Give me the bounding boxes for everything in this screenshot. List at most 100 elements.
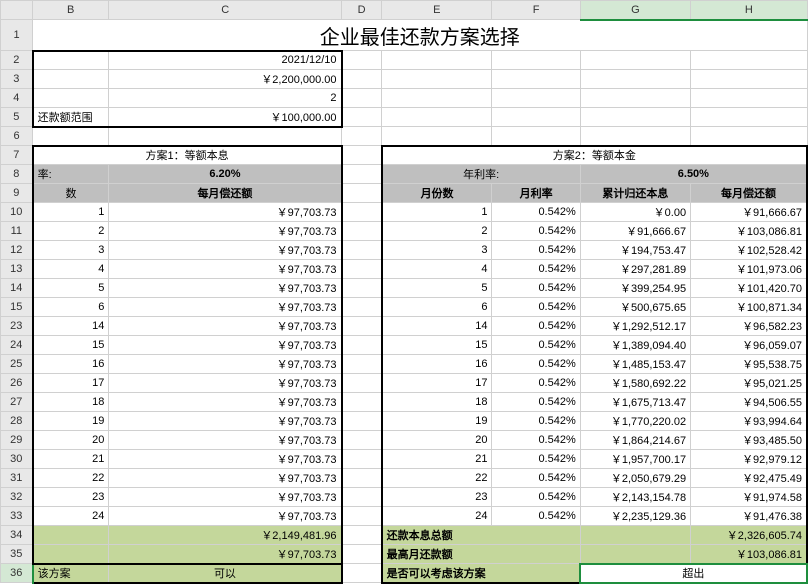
cell-g2[interactable] — [580, 51, 690, 70]
row-header-10[interactable]: 10 — [1, 203, 33, 222]
cell-b2[interactable] — [33, 51, 109, 70]
col-header-F[interactable]: F — [492, 1, 580, 20]
cell-e2[interactable] — [382, 51, 492, 70]
row-header-32[interactable]: 32 — [1, 488, 33, 507]
row-header-24[interactable]: 24 — [1, 336, 33, 355]
cell-d2[interactable] — [342, 51, 382, 70]
row-header-12[interactable]: 12 — [1, 241, 33, 260]
row-header-30[interactable]: 30 — [1, 450, 33, 469]
cell-empty-6-1[interactable] — [109, 127, 342, 146]
cell-empty-6-5[interactable] — [580, 127, 690, 146]
cell-f2[interactable] — [492, 51, 580, 70]
gap-11[interactable] — [342, 222, 382, 241]
row-header-11[interactable]: 11 — [1, 222, 33, 241]
row-header-4[interactable]: 4 — [1, 89, 33, 108]
gap-13[interactable] — [342, 260, 382, 279]
p2-rate-23: 0.542% — [492, 317, 580, 336]
row-header-25[interactable]: 25 — [1, 355, 33, 374]
gap-25[interactable] — [342, 355, 382, 374]
cell-g5[interactable] — [580, 108, 690, 127]
row-header-14[interactable]: 14 — [1, 279, 33, 298]
cell-e3[interactable] — [382, 70, 492, 89]
gap-26[interactable] — [342, 374, 382, 393]
gap-30[interactable] — [342, 450, 382, 469]
gap-32[interactable] — [342, 488, 382, 507]
cell-empty-6-6[interactable] — [691, 127, 807, 146]
row-header-2[interactable]: 2 — [1, 51, 33, 70]
cell-empty-6-2[interactable] — [342, 127, 382, 146]
col-header-C[interactable]: C — [109, 1, 342, 20]
cell-d7[interactable] — [342, 146, 382, 165]
gap-35[interactable] — [342, 545, 382, 564]
col-header-corner[interactable] — [1, 1, 33, 20]
row-header-28[interactable]: 28 — [1, 412, 33, 431]
row-header-1[interactable]: 1 — [1, 20, 33, 51]
row-header-13[interactable]: 13 — [1, 260, 33, 279]
row-header-33[interactable]: 33 — [1, 507, 33, 526]
p2-month-15: 6 — [382, 298, 492, 317]
col-header-G[interactable]: G — [580, 1, 690, 20]
gap-27[interactable] — [342, 393, 382, 412]
row-header-9[interactable]: 9 — [1, 184, 33, 203]
gap-28[interactable] — [342, 412, 382, 431]
col-header-E[interactable]: E — [382, 1, 492, 20]
gap-34[interactable] — [342, 526, 382, 545]
gap-12[interactable] — [342, 241, 382, 260]
row-header-36[interactable]: 36 — [1, 564, 33, 583]
p2-total: ￥2,326,605.74 — [691, 526, 807, 545]
gap-23[interactable] — [342, 317, 382, 336]
cell-empty-6-0[interactable] — [33, 127, 109, 146]
cell-f5[interactable] — [492, 108, 580, 127]
col-header-B[interactable]: B — [33, 1, 109, 20]
col-header-H[interactable]: H — [691, 1, 807, 20]
cell-f3[interactable] — [492, 70, 580, 89]
cell-h4[interactable] — [691, 89, 807, 108]
cell-d5[interactable] — [342, 108, 382, 127]
gap-24[interactable] — [342, 336, 382, 355]
p2-cum-30: ￥1,957,700.17 — [580, 450, 690, 469]
cell-d9[interactable] — [342, 184, 382, 203]
cell-h2[interactable] — [691, 51, 807, 70]
cell-g4[interactable] — [580, 89, 690, 108]
row-header-27[interactable]: 27 — [1, 393, 33, 412]
p1-pay-11: ￥97,703.73 — [109, 222, 342, 241]
cell-empty-6-3[interactable] — [382, 127, 492, 146]
row-header-29[interactable]: 29 — [1, 431, 33, 450]
cell-h5[interactable] — [691, 108, 807, 127]
spreadsheet-grid[interactable]: BCDEFGH1企业最佳还款方案选择22021/12/103￥2,200,000… — [0, 0, 808, 584]
cell-d8[interactable] — [342, 165, 382, 184]
row-header-35[interactable]: 35 — [1, 545, 33, 564]
cell-e5[interactable] — [382, 108, 492, 127]
cell-g3[interactable] — [580, 70, 690, 89]
p2-pay-25: ￥95,538.75 — [691, 355, 807, 374]
p1-pay-27: ￥97,703.73 — [109, 393, 342, 412]
cell-b4[interactable] — [33, 89, 109, 108]
gap-36[interactable] — [342, 564, 382, 583]
cell-h3[interactable] — [691, 70, 807, 89]
cell-d3[interactable] — [342, 70, 382, 89]
col-header-D[interactable]: D — [342, 1, 382, 20]
gap-10[interactable] — [342, 203, 382, 222]
row-header-5[interactable]: 5 — [1, 108, 33, 127]
gap-15[interactable] — [342, 298, 382, 317]
p1-last: ￥97,703.73 — [109, 545, 342, 564]
cell-d4[interactable] — [342, 89, 382, 108]
gap-33[interactable] — [342, 507, 382, 526]
cell-f4[interactable] — [492, 89, 580, 108]
row-header-15[interactable]: 15 — [1, 298, 33, 317]
row-header-34[interactable]: 34 — [1, 526, 33, 545]
p2-q-ans[interactable]: 超出 — [580, 564, 807, 583]
row-header-23[interactable]: 23 — [1, 317, 33, 336]
gap-29[interactable] — [342, 431, 382, 450]
cell-b3[interactable] — [33, 70, 109, 89]
cell-empty-6-4[interactable] — [492, 127, 580, 146]
gap-14[interactable] — [342, 279, 382, 298]
row-header-7[interactable]: 7 — [1, 146, 33, 165]
row-header-31[interactable]: 31 — [1, 469, 33, 488]
row-header-6[interactable]: 6 — [1, 127, 33, 146]
row-header-8[interactable]: 8 — [1, 165, 33, 184]
cell-e4[interactable] — [382, 89, 492, 108]
gap-31[interactable] — [342, 469, 382, 488]
row-header-3[interactable]: 3 — [1, 70, 33, 89]
row-header-26[interactable]: 26 — [1, 374, 33, 393]
